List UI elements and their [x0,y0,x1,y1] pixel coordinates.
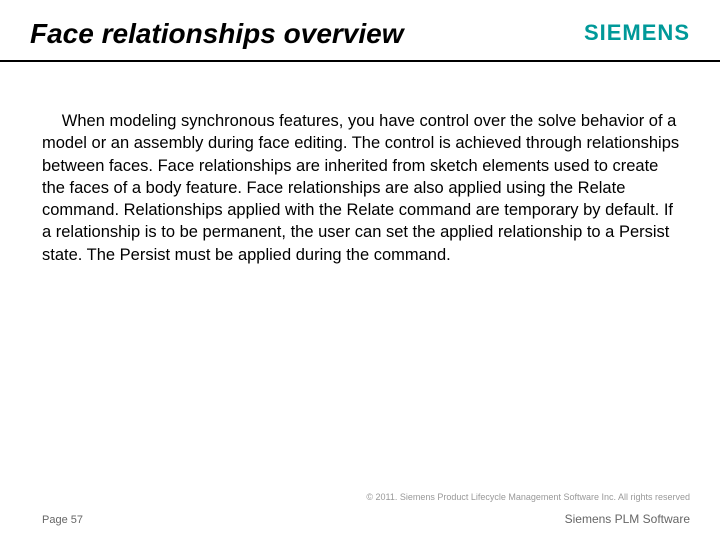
header-bar: Face relationships overview SIEMENS [0,0,720,60]
siemens-logo: SIEMENS [584,20,690,46]
title-underline [0,60,720,62]
slide-title: Face relationships overview [30,18,404,50]
body-paragraph: When modeling synchronous features, you … [42,110,682,266]
footer-brand: Siemens PLM Software [565,512,690,526]
copyright-text: © 2011. Siemens Product Lifecycle Manage… [366,492,690,502]
page-number: Page 57 [42,514,83,526]
slide-container: Face relationships overview SIEMENS When… [0,0,720,540]
